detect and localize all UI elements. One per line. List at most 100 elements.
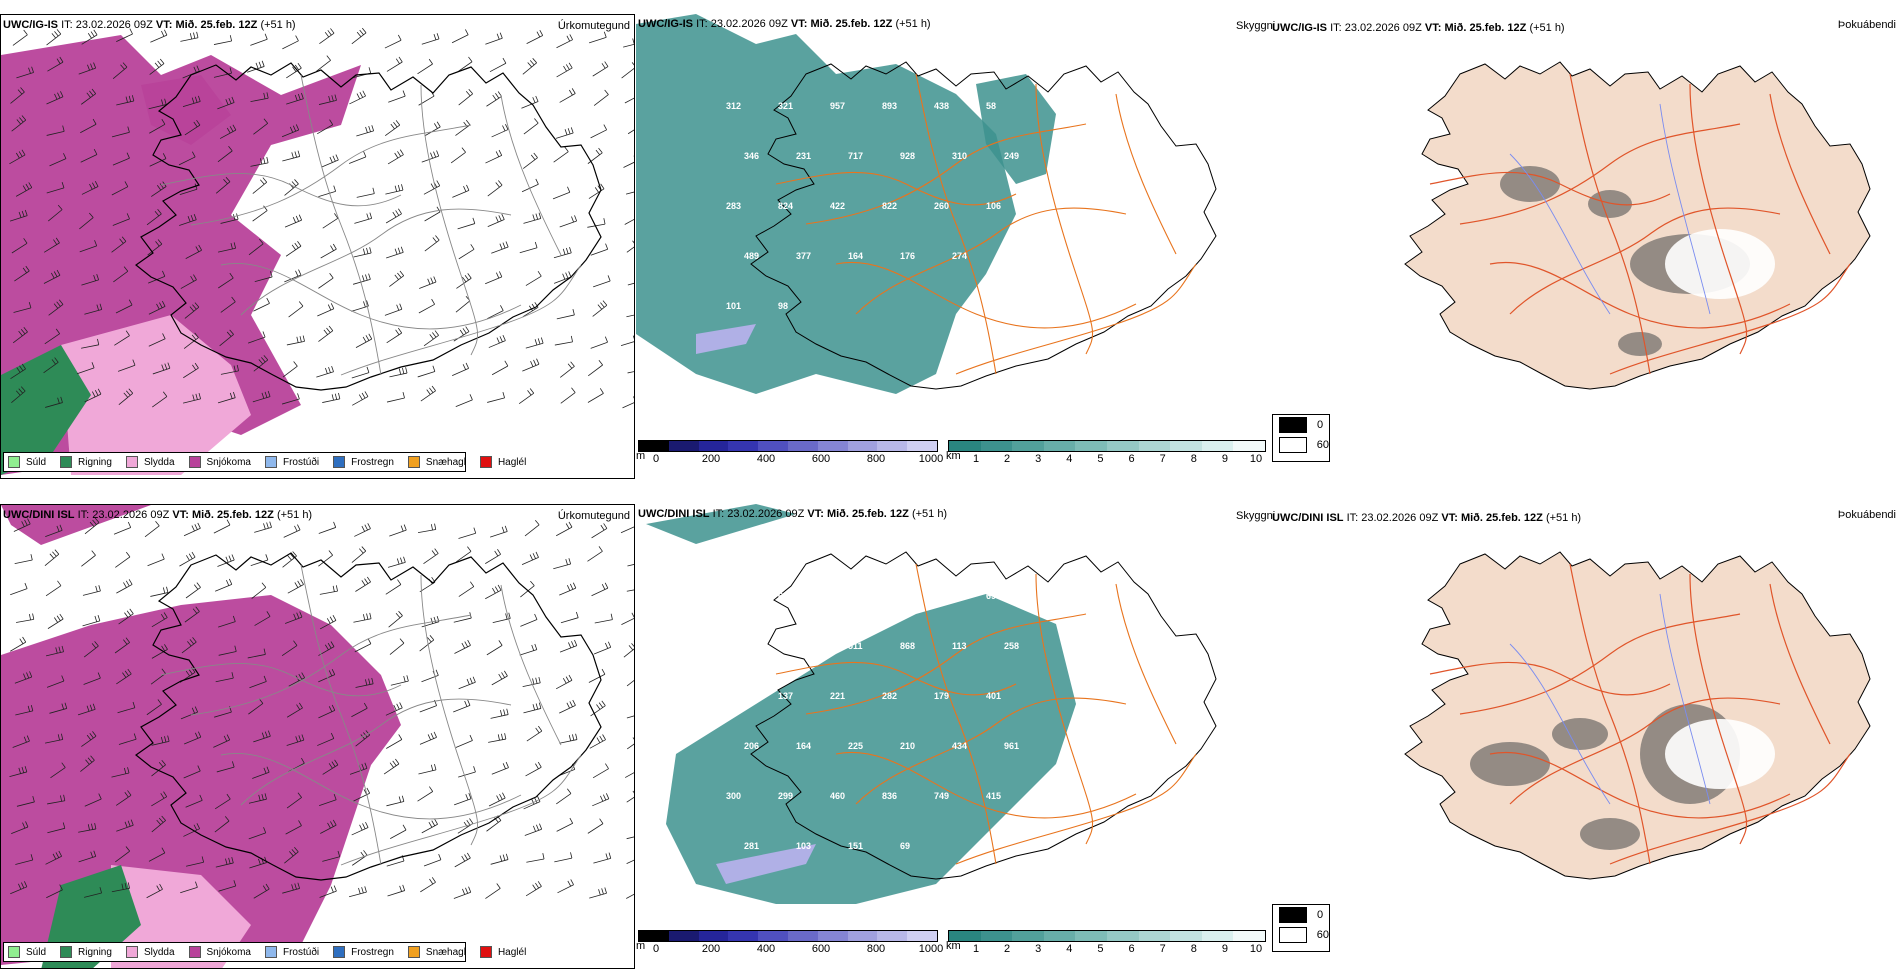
legend-label: Haglél [498,947,526,958]
colorbar-tick: 8 [1191,453,1197,465]
wind-barb [591,337,608,349]
wind-barb [522,359,539,371]
wind-barb [625,89,635,103]
wind-barb [424,854,441,866]
wind-barb [557,818,573,831]
wind-barb [627,707,635,718]
fog-legend-value: 60 [1317,439,1329,451]
wind-barb [423,549,438,564]
legend-label: Frostregn [351,947,394,958]
wind-barb [628,119,635,134]
lead-time: (+51 h) [895,18,930,30]
wind-barb [588,148,602,164]
wind-barb [525,824,542,836]
wind-barb [420,877,435,892]
wind-barb [594,642,611,654]
colorbar-cell [728,931,758,941]
wind-barb [561,388,575,403]
wind-barb [523,213,540,224]
panel-title: UWC/DINI ISL IT: 23.02.2026 09Z VT: Mið.… [3,509,312,521]
wind-barb [627,734,635,749]
wind-barb [418,524,436,533]
wind-barb [588,819,603,834]
init-time-value: 23.02.2026 09Z [1345,22,1422,34]
fog-legend-item: 60 [1273,435,1329,455]
ceiling-value: 717 [848,151,863,161]
wind-barb [452,29,468,42]
ceiling-value: 176 [900,251,915,261]
colorbar-tick: 0 [653,453,659,465]
ceiling-value: 434 [952,741,967,751]
legend-item: Frostregn [333,456,394,468]
wind-barb [489,335,506,347]
wind-barb [554,852,572,862]
wind-barb [420,700,437,712]
wind-barb [145,521,159,537]
wind-barb [318,186,335,197]
model-name: UWC/DINI ISL [1272,512,1344,524]
ceiling-value: 221 [830,691,845,701]
panel-title: UWC/DINI ISL IT: 23.02.2026 09Z VT: Mið.… [1272,512,1581,524]
ceiling-value: 690 [986,591,1001,601]
wind-barb [385,184,403,194]
init-time-value: 23.02.2026 09Z [727,508,804,520]
ceiling-value: 489 [744,251,759,261]
ceiling-value: 225 [848,741,863,751]
colorbar-tick: 4 [1066,943,1072,955]
wind-barb [319,28,334,43]
wind-barb [485,884,500,899]
wind-barb [485,33,502,45]
colorbar-cells [948,930,1266,942]
legend-item: Frostúði [265,946,319,958]
wind-barb [588,360,602,375]
colorbar-tick: 7 [1160,453,1166,465]
legend-label: Snjókoma [207,947,251,958]
fog-area [1470,742,1550,786]
wind-barb [354,247,372,257]
colorbar-cell [1107,931,1139,941]
init-time-value: 23.02.2026 09Z [92,509,169,521]
fog-area [1552,718,1608,750]
wind-barb [459,89,473,105]
legend-label: Snæhagl [426,457,466,468]
wind-barb [554,271,571,283]
wind-barb [452,363,468,376]
wind-barb [316,56,330,72]
wind-barb [625,764,635,778]
wind-barb [554,247,571,258]
legend-label: Frostúði [283,457,319,468]
wind-barb [456,296,470,312]
init-time-value: 23.02.2026 09Z [711,18,788,30]
legend-label: Frostúði [283,947,319,958]
wind-barb [557,309,575,319]
ceiling-value: 98 [778,301,788,311]
ceiling-value: 321 [778,101,793,111]
ceiling-value: 905 [796,641,811,651]
colorbar-cell [1075,931,1107,941]
model-name: UWC/DINI ISL [3,509,75,521]
wind-barb [318,273,333,288]
wind-barb [422,819,438,833]
legend-item: Snjókoma [189,946,251,958]
wind-barb [627,582,635,591]
legend-item: Slydda [126,456,175,468]
wind-barb [390,639,404,655]
wind-barb [354,213,371,224]
legend-swatch [333,946,345,958]
wind-barb [451,148,465,163]
panel-type-label: Þokuábendi [1838,509,1896,521]
colorbar-cell [1012,441,1044,451]
panel-type-label: Skyggni [1236,20,1275,32]
legend-swatch [480,946,492,958]
ceiling-value: 377 [796,251,811,261]
colorbar-cell [788,931,818,941]
colorbar-tick: 800 [867,453,885,465]
wind-barb [352,547,366,563]
fog-legend-swatch [1279,437,1307,453]
fog-legend-swatch [1279,927,1307,943]
wind-barb [488,733,506,742]
